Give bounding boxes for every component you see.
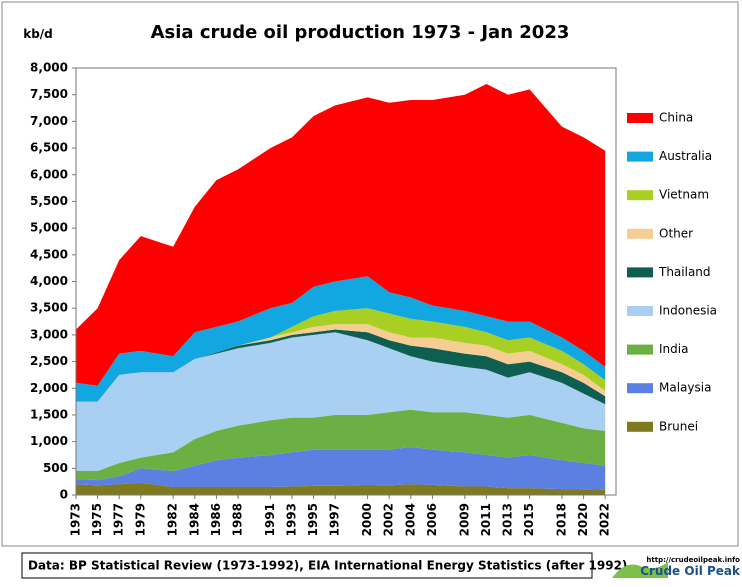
y-tick-label: 5,500 — [30, 194, 68, 208]
y-tick-label: 4,000 — [30, 274, 68, 288]
y-tick-label: 6,500 — [30, 141, 68, 155]
x-tick-label: 2018 — [555, 503, 569, 536]
legend-label: Australia — [659, 149, 712, 163]
x-tick-label: 1979 — [133, 503, 147, 536]
y-tick-label: 7,500 — [30, 87, 68, 101]
logo-url: http://crudeoilpeak.info — [646, 556, 740, 564]
legend-swatch — [627, 113, 653, 123]
area — [76, 409, 606, 481]
x-tick-label: 1977 — [112, 503, 126, 536]
y-tick-label: 500 — [43, 461, 68, 475]
x-tick-label: 1993 — [285, 503, 299, 536]
x-tick-label: 2002 — [382, 503, 396, 536]
legend-swatch — [627, 306, 653, 316]
area — [76, 329, 606, 405]
legend-label: India — [659, 342, 688, 356]
x-tick-label: 1995 — [306, 503, 320, 536]
x-tick-label: 1984 — [187, 503, 201, 536]
y-tick-label: 6,000 — [30, 167, 68, 181]
y-tick-label: 5,000 — [30, 221, 68, 235]
legend-label: Vietnam — [659, 188, 709, 202]
y-tick-label: 2,000 — [30, 381, 68, 395]
x-tick-label: 1988 — [231, 503, 245, 536]
y-tick-label: 2,500 — [30, 354, 68, 368]
y-tick-label: 8,000 — [30, 61, 68, 75]
x-tick-label: 2009 — [457, 503, 471, 536]
y-tick-label: 0 — [60, 488, 68, 502]
y-tick-label: 3,500 — [30, 301, 68, 315]
legend-swatch — [627, 383, 653, 394]
y-tick-label: 1,500 — [30, 407, 68, 421]
x-tick-label: 1997 — [328, 503, 342, 536]
area — [76, 332, 606, 471]
area — [76, 84, 606, 386]
x-tick-label: 1982 — [166, 503, 180, 536]
legend-swatch — [627, 190, 653, 201]
area — [76, 308, 606, 402]
y-tick-label: 1,000 — [30, 434, 68, 448]
x-tick-label: 2013 — [501, 503, 515, 536]
y-unit: kb/d — [23, 27, 53, 41]
x-tick-label: 2022 — [598, 503, 612, 536]
y-tick-label: 7,000 — [30, 114, 68, 128]
x-tick-label: 1975 — [90, 503, 104, 536]
source-box — [21, 552, 593, 579]
legend-swatch — [627, 228, 653, 239]
x-tick-label: 1991 — [263, 503, 277, 536]
x-tick-label: 2000 — [360, 503, 374, 536]
chart-title: Asia crude oil production 1973 - Jan 202… — [151, 22, 570, 43]
logo-name: Crude Oil Peak — [640, 564, 741, 578]
legend-swatch — [627, 421, 653, 432]
legend-label: Thailand — [658, 265, 711, 279]
x-tick-label: 2004 — [403, 503, 417, 536]
y-tick-label: 3,000 — [30, 327, 68, 341]
legend-swatch — [627, 151, 653, 162]
legend-label: Brunei — [659, 419, 698, 433]
legend-swatch — [627, 344, 653, 355]
legend-label: China — [659, 111, 693, 125]
area — [76, 482, 606, 495]
legend-swatch — [627, 267, 653, 278]
x-tick-label: 2020 — [576, 503, 590, 536]
area — [76, 447, 606, 490]
x-tick-label: 2006 — [425, 503, 439, 536]
area — [76, 276, 606, 402]
legend-label: Indonesia — [659, 304, 717, 318]
legend-label: Other — [659, 226, 693, 240]
y-tick-label: 4,500 — [30, 247, 68, 261]
x-tick-label: 1986 — [209, 503, 223, 536]
x-tick-label: 2011 — [479, 503, 493, 536]
legend-label: Malaysia — [659, 381, 711, 395]
x-tick-label: 2015 — [522, 503, 536, 536]
logo-icon — [612, 562, 668, 578]
source: Data: BP Statistical Review (1973-1992),… — [28, 559, 627, 573]
x-tick-label: 1973 — [69, 503, 83, 536]
